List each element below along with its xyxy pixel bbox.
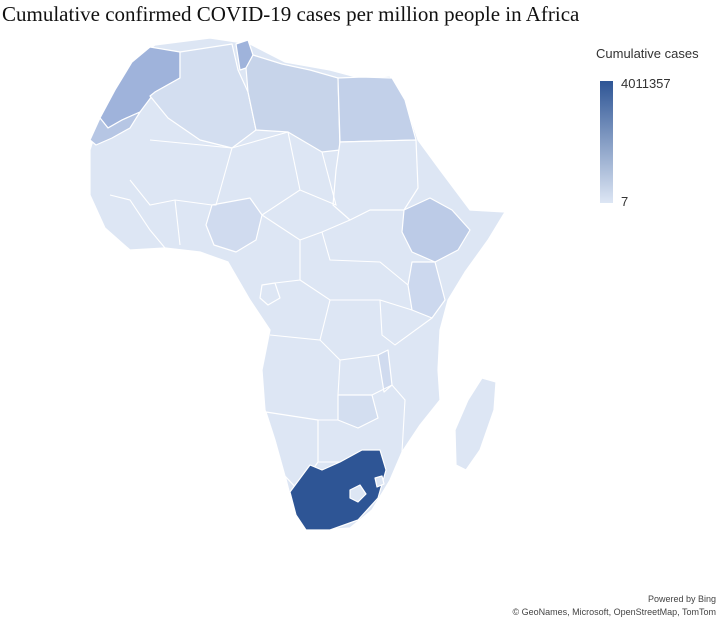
attribution-label: © GeoNames, Microsoft, OpenStreetMap, To…	[512, 607, 716, 617]
map-title: Cumulative confirmed COVID-19 cases per …	[2, 2, 580, 26]
region-lesotho[interactable]	[349, 484, 367, 503]
region-algeria[interactable]	[149, 43, 257, 149]
region-nigeria[interactable]	[205, 197, 263, 253]
country-borders	[109, 131, 433, 463]
region-madagascar[interactable]	[454, 377, 497, 471]
region-eswatini[interactable]	[374, 475, 385, 488]
legend-gradient-bar	[600, 81, 613, 203]
region-south-africa[interactable]	[289, 449, 387, 531]
powered-by-label: Powered by Bing	[647, 594, 716, 604]
region-western-sahara[interactable]	[89, 111, 141, 146]
legend-max-label: 4011357	[621, 76, 671, 91]
region-ethiopia[interactable]	[401, 197, 471, 263]
legend-min-label: 7	[621, 194, 629, 209]
region-equatorial-guinea[interactable]	[259, 282, 281, 306]
region-zimbabwe[interactable]	[337, 394, 379, 429]
region-egypt[interactable]	[337, 76, 417, 143]
legend-title: Cumulative cases	[596, 46, 699, 61]
region-sudan[interactable]	[332, 139, 419, 221]
